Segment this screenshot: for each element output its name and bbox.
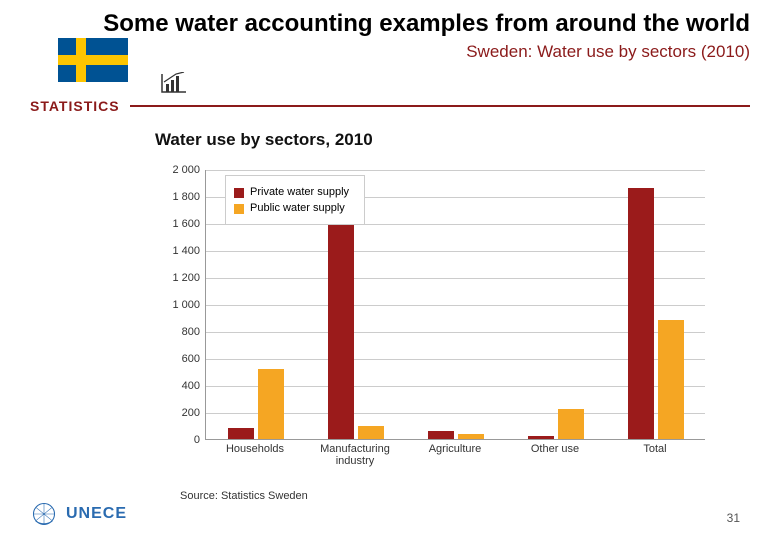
unece-text: UNECE xyxy=(66,505,127,523)
legend-item: Public water supply xyxy=(234,202,356,214)
legend-label: Private water supply xyxy=(250,186,349,198)
y-tick-label: 1 000 xyxy=(160,299,200,311)
bar-public-water-supply xyxy=(258,369,284,439)
flag-block xyxy=(30,38,150,82)
y-tick-label: 1 600 xyxy=(160,218,200,230)
un-logo-icon xyxy=(30,500,58,528)
x-tick-label: Other use xyxy=(531,443,579,455)
chart-area: Private water supplyPublic water supply … xyxy=(155,160,715,480)
sweden-flag-icon xyxy=(58,38,128,82)
y-tick-label: 200 xyxy=(160,407,200,419)
x-tick-label: Total xyxy=(643,443,666,455)
source-text: Source: Statistics Sweden xyxy=(180,490,308,502)
y-tick-label: 0 xyxy=(160,434,200,446)
x-tick-label: Agriculture xyxy=(429,443,482,455)
bar-private-water-supply xyxy=(228,428,254,439)
horizontal-rule xyxy=(130,105,750,107)
legend-item: Private water supply xyxy=(234,186,356,198)
y-tick-label: 600 xyxy=(160,353,200,365)
y-tick-label: 1 200 xyxy=(160,272,200,284)
x-tick-label: Manufacturing industry xyxy=(310,443,400,467)
footer-logo: UNECE xyxy=(30,500,127,528)
bar-public-water-supply xyxy=(558,409,584,439)
y-tick-label: 1 800 xyxy=(160,191,200,203)
legend-label: Public water supply xyxy=(250,202,345,214)
legend-swatch xyxy=(234,204,244,214)
y-tick-label: 1 400 xyxy=(160,245,200,257)
gridline xyxy=(206,170,705,171)
x-tick-label: Households xyxy=(226,443,284,455)
slide-title: Some water accounting examples from arou… xyxy=(0,0,780,38)
y-tick-label: 2 000 xyxy=(160,164,200,176)
bar-private-water-supply xyxy=(428,431,454,439)
legend-swatch xyxy=(234,188,244,198)
bar-private-water-supply xyxy=(528,436,554,439)
bar-private-water-supply xyxy=(328,210,354,440)
bar-private-water-supply xyxy=(628,188,654,439)
y-tick-label: 800 xyxy=(160,326,200,338)
page-number: 31 xyxy=(727,511,740,525)
divider: STATISTICS xyxy=(0,95,780,119)
bar-public-water-supply xyxy=(358,426,384,440)
y-tick-label: 400 xyxy=(160,380,200,392)
chart-title: Water use by sectors, 2010 xyxy=(155,130,373,150)
bar-public-water-supply xyxy=(458,434,484,439)
statistics-label: STATISTICS xyxy=(30,98,120,114)
legend: Private water supply Public water supply xyxy=(225,175,365,225)
bar-public-water-supply xyxy=(658,320,684,439)
